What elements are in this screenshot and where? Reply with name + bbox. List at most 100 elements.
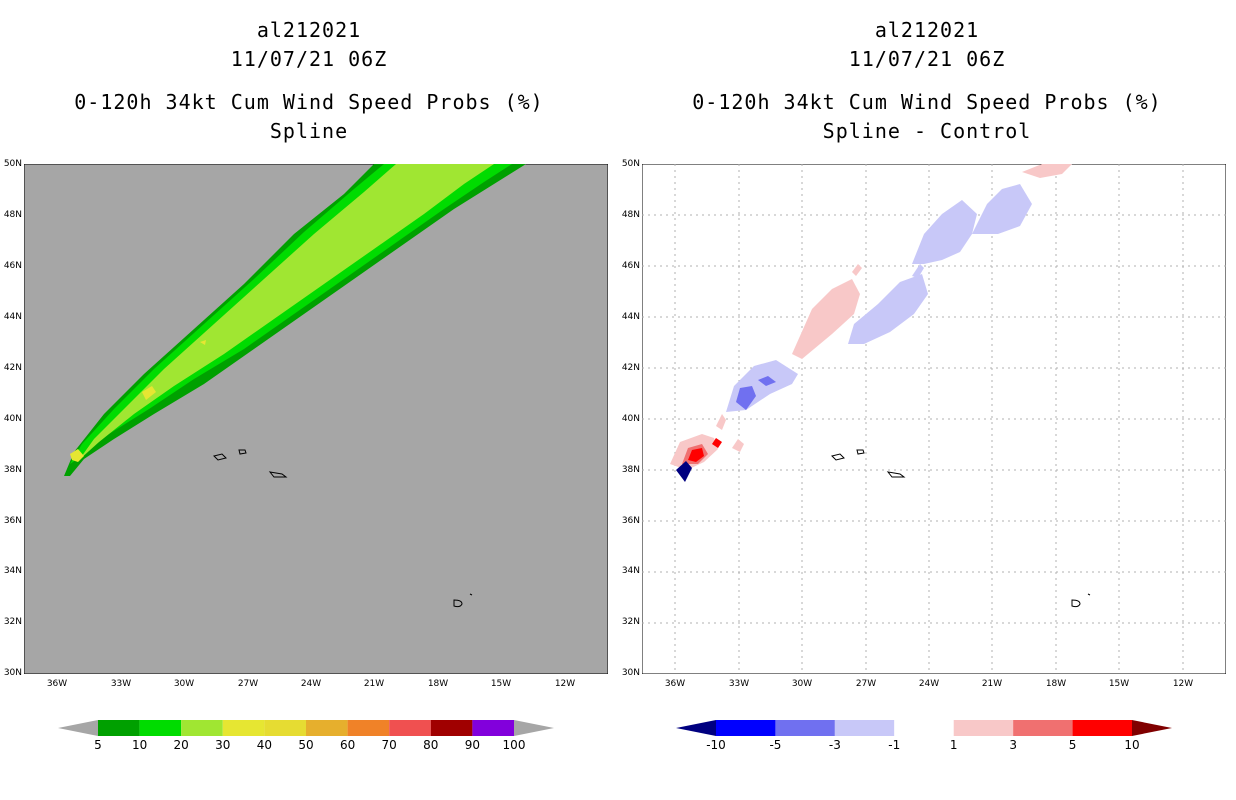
- colorbar-swatch: [306, 720, 348, 736]
- prob-contour-30-a: [70, 449, 84, 462]
- diff-positive-patch: [852, 264, 862, 276]
- colorbar-swatch: [953, 720, 1014, 736]
- diff-positive-patch: [1022, 164, 1072, 178]
- lat-label: 38N: [621, 465, 640, 475]
- colorbar-swatch: [98, 720, 140, 736]
- colorbar-swatch: [347, 720, 390, 736]
- lat-label: 44N: [621, 312, 640, 322]
- colorbar-label: 10: [131, 738, 148, 752]
- colorbar-label: 20: [173, 738, 189, 752]
- lat-label: 40N: [3, 414, 22, 424]
- colorbar-swatch: [389, 720, 431, 736]
- colorbar-swatch: [775, 720, 835, 736]
- right-title-method: Spline - Control: [822, 119, 1032, 143]
- diff-positive-patch: [792, 279, 860, 359]
- island-outline: [213, 453, 227, 461]
- diff-positive-patch: [732, 439, 744, 452]
- lat-label: 48N: [3, 210, 22, 220]
- lon-label: 21W: [981, 679, 1003, 689]
- prob-contour-10: [70, 164, 512, 464]
- colorbar-label: 70: [381, 738, 397, 752]
- diff-negative-1: [912, 264, 924, 278]
- lon-label: 15W: [490, 679, 512, 689]
- diff-negative-1: [972, 184, 1032, 234]
- colorbar-label: 10: [1124, 738, 1140, 752]
- diff-negative-3: [736, 386, 756, 410]
- left-title-date: 11/07/21 06Z: [230, 47, 388, 71]
- colorbar-label: 3: [1009, 738, 1017, 752]
- lat-label: 36N: [621, 516, 640, 526]
- diff-negative-3: [758, 376, 776, 386]
- lat-label: 34N: [3, 566, 22, 576]
- island-outline: [238, 449, 247, 455]
- diff-positive-patch: [716, 414, 726, 430]
- lon-label: 33W: [110, 679, 132, 689]
- colorbar-label: 100: [502, 738, 526, 752]
- colorbar-label: -5: [769, 738, 782, 752]
- lat-label: 32N: [3, 617, 22, 627]
- diff-negative-1: [930, 236, 942, 250]
- colorbar-swatch: [264, 720, 306, 736]
- lat-label: 50N: [621, 159, 640, 169]
- island-outline: [453, 593, 473, 608]
- lon-label: 24W: [300, 679, 322, 689]
- colorbar-label: 40: [256, 738, 273, 752]
- colorbar-swatch: [894, 720, 954, 736]
- left-title-product: 0-120h 34kt Cum Wind Speed Probs (%): [74, 90, 544, 114]
- lat-label: 34N: [621, 566, 640, 576]
- colorbar-label: -10: [706, 738, 726, 752]
- diff-positive-5: [712, 438, 722, 448]
- lon-label: 18W: [1045, 679, 1067, 689]
- lon-label: 15W: [1108, 679, 1130, 689]
- colorbar-label: 1: [949, 738, 958, 752]
- colorbar-label: 50: [298, 738, 314, 752]
- lon-label: 36W: [664, 679, 686, 689]
- right-colorbar: [676, 720, 1172, 736]
- colorbar-swatch: [181, 720, 223, 736]
- lon-label: 18W: [427, 679, 449, 689]
- island-outline: [268, 471, 288, 478]
- left-colorbar: [58, 720, 554, 736]
- lon-label: 24W: [918, 679, 940, 689]
- colorbar-lower-extend: [676, 720, 716, 736]
- colorbar-swatch: [834, 720, 895, 736]
- lat-label: 30N: [621, 668, 640, 678]
- colorbar-swatch: [222, 720, 265, 736]
- right-title-date: 11/07/21 06Z: [848, 47, 1006, 71]
- colorbar-swatch: [430, 720, 473, 736]
- left-panel: al212021 11/07/21 06Z 0-120h 34kt Cum Wi…: [3, 18, 608, 752]
- lon-label: 30W: [173, 679, 195, 689]
- colorbar-lower-extend: [58, 720, 98, 736]
- lat-label: 42N: [3, 363, 22, 373]
- lat-label: 48N: [621, 210, 640, 220]
- colorbar-label: 80: [423, 738, 439, 752]
- colorbar-swatch: [1013, 720, 1073, 736]
- left-probability-map: [24, 164, 608, 674]
- lat-label: 46N: [621, 261, 640, 271]
- right-title-storm-id: al212021: [874, 18, 980, 42]
- colorbar-label: -1: [888, 738, 901, 752]
- colorbar-swatch: [472, 720, 514, 736]
- lat-label: 42N: [621, 363, 640, 373]
- colorbar-upper-extend: [514, 720, 554, 736]
- lon-label: 27W: [855, 679, 877, 689]
- lat-label: 36N: [3, 516, 22, 526]
- lon-label: 33W: [728, 679, 750, 689]
- lon-label: 36W: [46, 679, 68, 689]
- diff-negative-1: [912, 200, 977, 264]
- colorbar-label: 60: [339, 738, 356, 752]
- prob-contour-5: [64, 164, 526, 476]
- lon-label: 12W: [1172, 679, 1194, 689]
- colorbar-label: -3: [828, 738, 841, 752]
- lat-label: 46N: [3, 261, 22, 271]
- island-outline: [831, 453, 845, 461]
- colorbar-label: 30: [215, 738, 231, 752]
- right-title-product: 0-120h 34kt Cum Wind Speed Probs (%): [692, 90, 1162, 114]
- lat-label: 44N: [3, 312, 22, 322]
- diff-negative-10: [676, 461, 692, 482]
- lat-label: 38N: [3, 465, 22, 475]
- island-outline: [886, 471, 906, 478]
- lat-label: 30N: [3, 668, 22, 678]
- lon-label: 12W: [554, 679, 576, 689]
- lon-label: 30W: [791, 679, 813, 689]
